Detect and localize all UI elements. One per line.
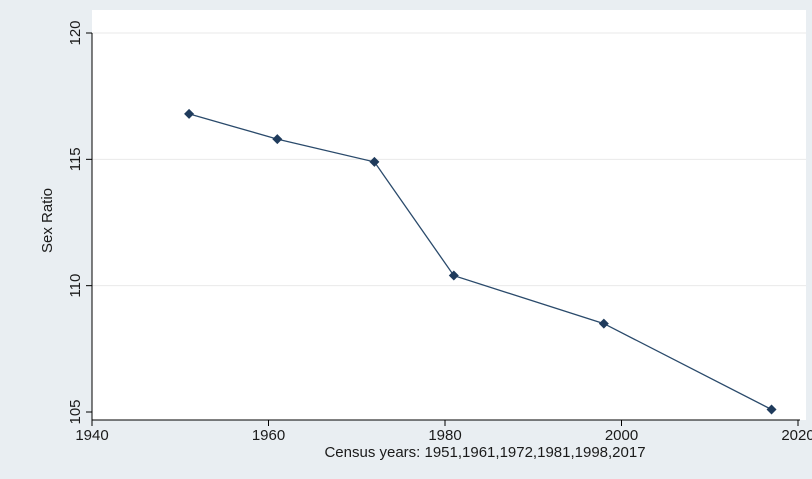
x-tick-label-2020: 2020 (781, 427, 812, 444)
data-point-2017 (766, 404, 777, 415)
series-group (184, 108, 777, 415)
data-point-1972 (369, 156, 380, 167)
ticks: 105 110 115 120 1940 1960 1980 2000 2020 (67, 20, 812, 444)
x-tick-label-1940: 1940 (75, 427, 108, 444)
data-point-1951 (184, 108, 195, 119)
gridlines (92, 32, 806, 287)
x-tick-label-1960: 1960 (252, 427, 285, 444)
x-tick-label-2000: 2000 (605, 427, 638, 444)
y-tick-label-115: 115 (67, 147, 84, 171)
data-point-1981 (448, 270, 459, 281)
data-point-1998 (598, 318, 609, 329)
y-axis-title: Sex Ratio (39, 188, 56, 253)
series-line-0 (188, 113, 772, 411)
x-axis-title: Census years: 1951,1961,1972,1981,1998,2… (324, 444, 645, 461)
y-tick-label-120: 120 (67, 20, 84, 45)
data-point-1961 (272, 134, 283, 145)
y-tick-label-105: 105 (67, 399, 84, 424)
plot-area (92, 10, 806, 420)
y-tick-label-110: 110 (67, 274, 84, 298)
x-tick-label-1980: 1980 (428, 427, 461, 444)
axes (91, 33, 800, 421)
